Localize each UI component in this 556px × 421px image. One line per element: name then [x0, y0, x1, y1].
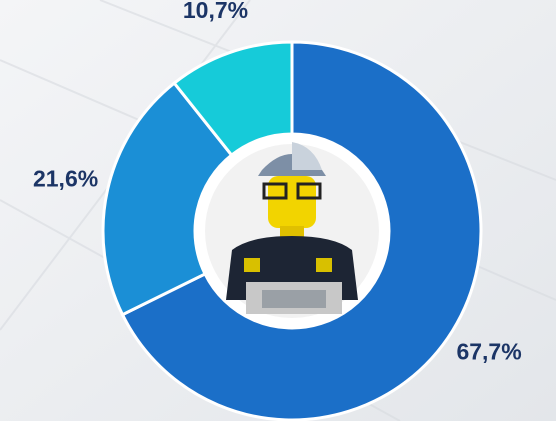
value-label: 67,7% [456, 339, 521, 365]
chart: 67,7% 21,6% 10,7% [0, 0, 556, 421]
value-label: 10,7% [183, 0, 248, 23]
center-icon [195, 134, 389, 328]
value-label: 21,6% [33, 165, 98, 191]
